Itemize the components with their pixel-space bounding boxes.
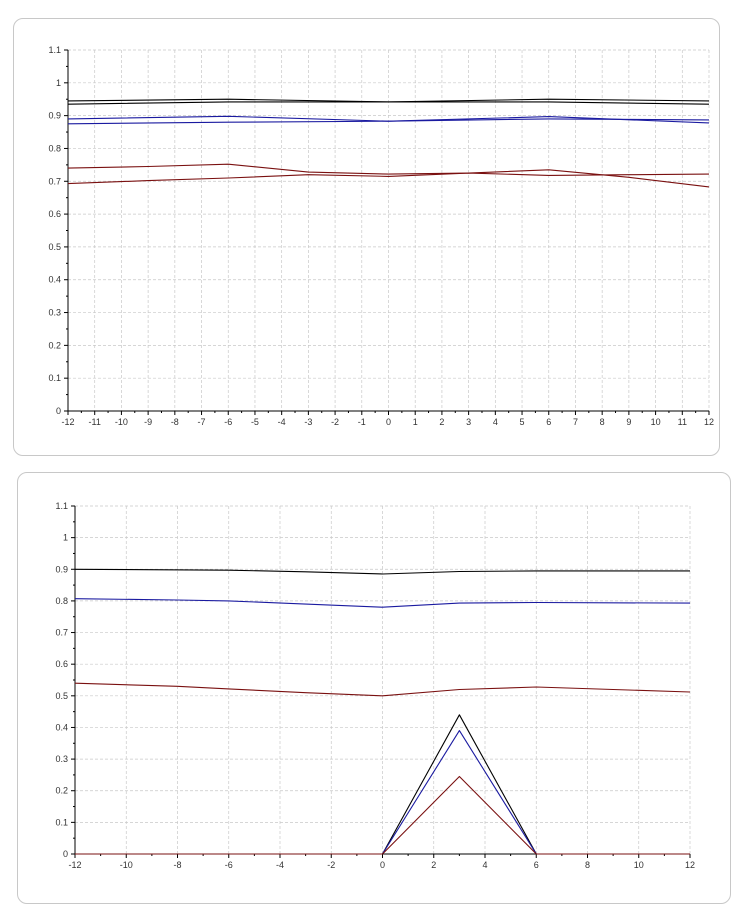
x-tick-label: -8 [171, 417, 179, 427]
x-tick-label: -6 [224, 417, 232, 427]
x-tick-label: 6 [546, 417, 551, 427]
x-tick-label: -9 [144, 417, 152, 427]
y-tick-label: 0 [63, 849, 68, 859]
x-tick-label: -5 [251, 417, 259, 427]
series-line-4 [67, 118, 710, 125]
x-tick-label: -4 [278, 417, 286, 427]
x-tick-label: 2 [439, 417, 444, 427]
x-tick-label: 2 [431, 860, 436, 870]
y-tick-label: 0 [56, 406, 61, 416]
y-tick-label: 0.5 [48, 242, 61, 252]
x-tick-label: -7 [198, 417, 206, 427]
x-tick-label: -10 [120, 860, 133, 870]
y-tick-label: 0.1 [55, 817, 68, 827]
chart-panel-bottom: 0 0.1 0.2 0.3 0.4 0.5 0.6 0.7 0.8 0.9 1 1.1 -12 -10 -8… [17, 472, 731, 904]
y-tick-label: 0.5 [55, 691, 68, 701]
chart-panel-top: 0 0.1 0.2 0.3 0.4 0.5 0.6 0.7 0.8 0.9 1 1.1 -12 -11 -1… [13, 18, 720, 456]
x-tick-label: 8 [585, 860, 590, 870]
x-tick-label: 1 [413, 417, 418, 427]
y-tick-label: 0.4 [48, 275, 61, 285]
series-line-1 [74, 568, 690, 575]
x-tick-label: 6 [534, 860, 539, 870]
y-tick-label: 0.9 [48, 111, 61, 121]
x-tick-label: 0 [386, 417, 391, 427]
x-tick-label: -3 [304, 417, 312, 427]
series-line-2 [74, 598, 691, 608]
x-tick-label: 0 [380, 860, 385, 870]
x-tick-label: 10 [651, 417, 661, 427]
chart-top: 00.10.20.30.40.50.60.70.80.911.1-12 -11 -1… [48, 45, 714, 427]
x-tick-label: 3 [466, 417, 471, 427]
x-tick-label: -1 [358, 417, 366, 427]
y-tick-label: 0.7 [55, 628, 68, 638]
x-tick-label: -6 [225, 860, 233, 870]
x-tick-label: -2 [331, 417, 339, 427]
x-tick-label: -10 [115, 417, 128, 427]
y-tick-label: 0.3 [55, 754, 68, 764]
x-tick-label: 4 [482, 860, 487, 870]
x-tick-label: -11 [89, 417, 101, 427]
y-tick-label: 0.1 [48, 373, 61, 383]
x-tick-label: 7 [573, 417, 578, 427]
series-line-6 [75, 775, 690, 855]
x-tick-label: 10 [634, 860, 644, 870]
y-tick-label: 0.3 [48, 308, 61, 318]
x-tick-label: 11 [678, 417, 687, 427]
x-tick-label: 4 [493, 417, 498, 427]
x-tick-label: 12 [704, 417, 714, 427]
y-tick-label: 1.1 [48, 45, 61, 55]
x-tick-label: -2 [327, 860, 335, 870]
y-tick-label: 0.6 [55, 659, 68, 669]
y-tick-label: 1 [56, 78, 61, 88]
x-tick-label: -8 [173, 860, 181, 870]
x-tick-label: 12 [685, 860, 695, 870]
y-tick-label: 0.4 [55, 722, 68, 732]
y-tick-label: 0.8 [48, 143, 61, 153]
y-tick-label: 1.1 [55, 501, 68, 511]
x-tick-label: -4 [276, 860, 284, 870]
y-tick-label: 0.6 [48, 209, 61, 219]
x-tick-label: 9 [626, 417, 631, 427]
x-tick-label: 8 [600, 417, 605, 427]
chart-bottom: 0 0.1 0.2 0.3 0.4 0.5 0.6 0.7 0.8 0.9 1 1.1 -12 -10 -8… [55, 501, 695, 870]
y-tick-label: 0.7 [48, 176, 61, 186]
y-tick-label: 0.9 [55, 564, 68, 574]
x-tick-label: 5 [520, 417, 525, 427]
series-line-3 [74, 682, 691, 697]
y-tick-label: 0.8 [55, 596, 68, 606]
series-line-2 [67, 101, 710, 105]
y-tick-label: 0.2 [55, 786, 68, 796]
y-tick-label: 1 [63, 533, 68, 543]
series-line-6 [67, 172, 710, 185]
x-tick-label: -12 [68, 860, 81, 870]
y-tick-label: 0.2 [48, 340, 61, 350]
x-tick-label: -12 [61, 417, 74, 427]
